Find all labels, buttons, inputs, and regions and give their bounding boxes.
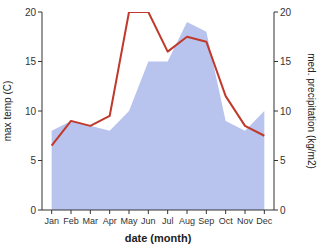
y-tick-label: 0 <box>30 205 36 216</box>
y-tick <box>38 12 42 13</box>
y2-tick <box>274 61 278 62</box>
x-tick <box>187 210 188 214</box>
y2-tick-label: 0 <box>280 205 286 216</box>
x-tick-label: Nov <box>237 216 254 226</box>
x-tick-label: Oct <box>219 216 234 226</box>
x-tick <box>90 210 91 214</box>
y2-tick <box>274 111 278 112</box>
x-tick <box>129 210 130 214</box>
x-tick <box>225 210 226 214</box>
x-tick-label: Sep <box>198 216 214 226</box>
x-tick-label: Dec <box>256 216 273 226</box>
y-tick <box>38 111 42 112</box>
x-axis-line <box>42 210 274 211</box>
x-tick-label: Mar <box>83 216 99 226</box>
y2-tick-label: 10 <box>280 106 292 117</box>
x-tick <box>167 210 168 214</box>
y-tick <box>38 61 42 62</box>
x-tick-label: Jun <box>141 216 156 226</box>
x-tick-label: Jul <box>162 216 174 226</box>
y2-tick-label: 5 <box>280 155 286 166</box>
y-tick-label: 15 <box>25 56 37 67</box>
x-axis-title: date (month) <box>125 232 192 244</box>
y2-tick-label: 15 <box>280 56 292 67</box>
y2-tick-label: 20 <box>280 7 292 18</box>
y2-tick <box>274 160 278 161</box>
y-tick-label: 5 <box>30 155 36 166</box>
plot-area <box>52 12 265 210</box>
x-tick <box>51 210 52 214</box>
y-tick-label: 20 <box>25 7 37 18</box>
x-tick-label: Apr <box>103 216 117 226</box>
x-tick <box>148 210 149 214</box>
precip-area <box>52 22 265 210</box>
x-tick <box>109 210 110 214</box>
x-tick <box>71 210 72 214</box>
chart: 0 5 10 15 20 0 5 10 15 20 Jan Feb Mar AprMayJun Jul Aug… <box>0 0 318 248</box>
x-tick <box>264 210 265 214</box>
x-tick-label: May <box>120 216 138 226</box>
x-tick-label: Jan <box>44 216 59 226</box>
chart-container: 0 5 10 15 20 0 5 10 15 20 Jan Feb Mar AprMayJun Jul Aug… <box>0 0 318 248</box>
y2-tick <box>274 12 278 13</box>
y2-axis-title: med. precipitation (kg/m2) <box>306 53 317 169</box>
temp-line <box>52 12 265 146</box>
x-tick <box>206 210 207 214</box>
y-axis-title: max temp (C) <box>2 81 13 142</box>
y-tick-label: 10 <box>25 106 37 117</box>
y2-tick <box>274 210 278 211</box>
x-tick-label: Feb <box>63 216 79 226</box>
y-tick <box>38 160 42 161</box>
y-tick <box>38 210 42 211</box>
x-tick <box>245 210 246 214</box>
x-tick-label: Aug <box>179 216 195 226</box>
